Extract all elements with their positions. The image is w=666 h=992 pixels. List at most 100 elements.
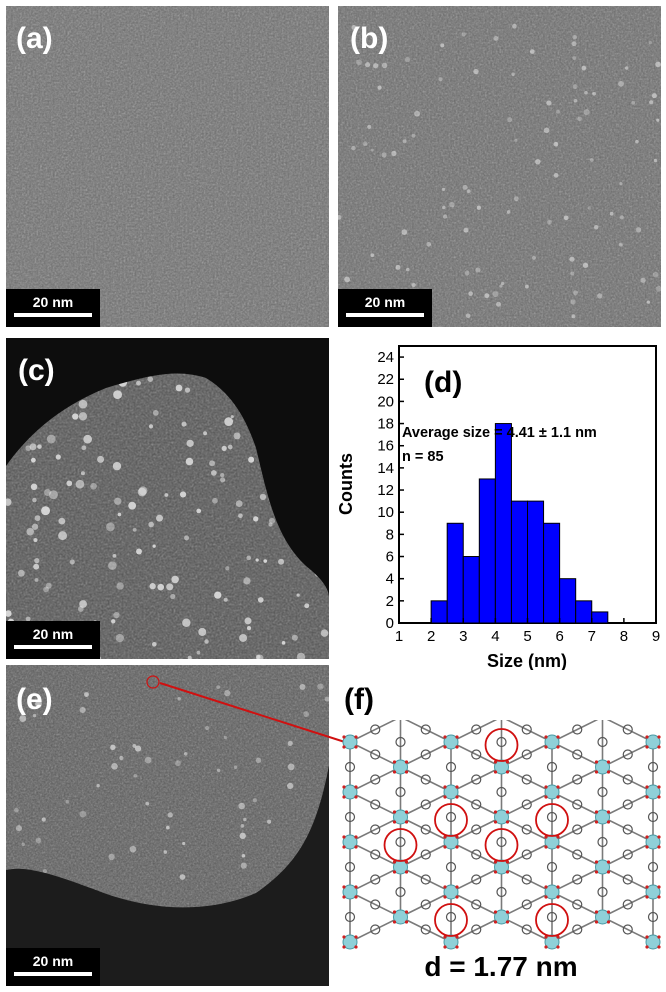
nanoparticle [571, 314, 576, 319]
tem-image-a: (a) 20 nm [6, 6, 329, 327]
oxygen-atom [505, 910, 510, 914]
oxygen-atom [606, 860, 611, 864]
y-axis-label: Counts [336, 453, 356, 515]
nanoparticle [512, 23, 517, 29]
linker-ring [647, 911, 659, 923]
panel-label-d: (d) [424, 366, 462, 399]
nanoparticle [351, 25, 357, 30]
nanoparticle [248, 456, 255, 463]
nanoparticle [220, 472, 225, 478]
linker-ring [370, 924, 381, 935]
linker-bond [501, 791, 553, 818]
linker-bond [501, 841, 553, 868]
linker-ring [521, 849, 532, 860]
y-tick-label: 20 [377, 393, 394, 410]
linker-ring [546, 811, 558, 823]
scale-bar-line-e [14, 972, 92, 976]
linker-bond [551, 766, 603, 793]
oxygen-atom [443, 835, 447, 839]
nanoparticle [42, 869, 47, 874]
nanoparticle [179, 874, 186, 880]
oxygen-atom [544, 785, 548, 789]
linker-bond [602, 766, 654, 793]
nanoparticle [365, 62, 371, 68]
linker-ring [471, 724, 482, 735]
linker-bond [501, 766, 553, 793]
linker-ring [395, 886, 406, 898]
nanoparticle [80, 471, 85, 476]
metal-cluster [393, 809, 408, 825]
oxygen-atom [606, 770, 611, 774]
metal-cluster [645, 934, 661, 950]
oxygen-atom [594, 760, 599, 764]
linker-ring [445, 861, 457, 873]
oxygen-atom [392, 870, 397, 874]
oxygen-atom [354, 785, 358, 789]
nanoparticle [468, 291, 473, 296]
oxygen-atom [392, 910, 397, 914]
linker-ring [471, 874, 482, 885]
linker-ring [572, 849, 583, 860]
nanoparticle [181, 421, 187, 427]
nanoparticle [108, 853, 115, 861]
oxygen-atom [354, 885, 358, 889]
metal-cluster [645, 884, 661, 900]
oxygen-atom [645, 785, 649, 789]
nanoparticle [256, 654, 264, 659]
oxygen-atom [443, 845, 447, 849]
oxygen-atom [493, 810, 498, 814]
nanoparticle [501, 281, 505, 286]
linker-ring [622, 824, 633, 835]
metal-cluster [595, 809, 610, 825]
nanoparticle [79, 810, 87, 818]
nanoparticle [43, 586, 49, 593]
oxygen-atom [342, 795, 346, 799]
nanoparticle [296, 652, 306, 659]
linker-bond [349, 720, 397, 743]
nanoparticle [461, 32, 466, 37]
oxygen-atom [342, 745, 346, 749]
linker-bond [450, 841, 502, 868]
oxygen-atom [493, 770, 498, 774]
nanoparticle [583, 109, 590, 116]
oxygen-atom [392, 920, 397, 924]
nanoparticle [593, 225, 599, 230]
oxygen-atom [505, 870, 510, 874]
linker-ring [572, 924, 583, 935]
oxygen-atom [392, 820, 397, 824]
nanoparticle [225, 566, 230, 571]
oxygen-atom [342, 845, 346, 849]
nanoparticle [656, 118, 660, 122]
nanoparticle [587, 206, 591, 210]
nanoparticle [464, 270, 470, 276]
oxygen-atom [594, 920, 599, 924]
oxygen-atom [342, 885, 346, 889]
x-tick-label: 3 [459, 628, 467, 645]
nanoparticle [32, 713, 37, 718]
metal-cluster [443, 934, 459, 950]
metal-cluster [393, 859, 408, 875]
nanoparticle [373, 63, 379, 69]
nanoparticle [26, 527, 35, 536]
nanoparticle [17, 569, 25, 577]
linker-bond [501, 891, 553, 918]
nanoparticle [296, 593, 300, 597]
metal-cluster [595, 909, 610, 925]
oxygen-atom [455, 845, 459, 849]
nanoparticle [119, 755, 124, 761]
framework-model: (f) d = 1.77 nm [336, 665, 666, 992]
nanoparticle [553, 141, 559, 147]
panel-label-f: (f) [344, 683, 374, 716]
nanoparticle [184, 387, 191, 393]
linker-ring [370, 849, 381, 860]
histogram-bar [527, 500, 545, 624]
oxygen-atom [556, 945, 560, 949]
linker-bond [551, 916, 603, 943]
x-tick-label: 1 [395, 628, 403, 645]
nanoparticle [29, 443, 37, 451]
tem-texture-c [6, 338, 329, 659]
oxygen-atom [404, 770, 409, 774]
linker-ring [395, 786, 406, 798]
nanoparticle [640, 277, 646, 283]
linker-ring [597, 886, 608, 898]
